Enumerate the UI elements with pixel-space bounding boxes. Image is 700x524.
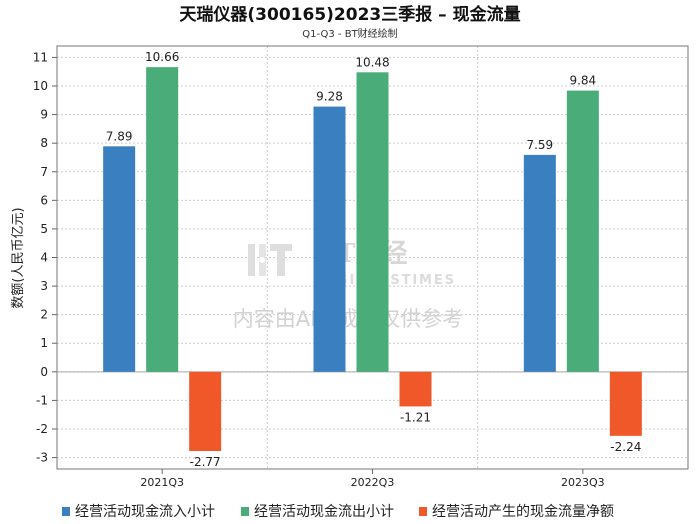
legend-swatch (241, 507, 249, 516)
y-axis-label: 数额(人民币亿元) (11, 207, 26, 308)
y-tick-label: 0 (40, 365, 48, 379)
bt-logo-icon (248, 244, 292, 276)
x-tick-label: 2023Q3 (561, 476, 605, 489)
data-label: -2.77 (190, 455, 221, 469)
y-tick-label: 4 (40, 251, 48, 265)
legend-label: 经营活动现金流入小计 (75, 504, 215, 520)
watermark-ai-notice: 内容由AI生成，仅供参考 (233, 307, 464, 331)
y-tick-label: -3 (36, 451, 48, 465)
y-tick-label: 7 (40, 165, 48, 179)
data-label: 7.59 (526, 138, 553, 152)
data-label: 9.28 (316, 90, 343, 104)
legend-label: 经营活动现金流出小计 (254, 504, 394, 520)
y-tick-label: 3 (40, 279, 48, 293)
bar (146, 67, 179, 372)
data-label: -1.21 (400, 410, 431, 424)
data-label: 10.66 (145, 50, 179, 64)
bar (523, 154, 556, 372)
bar (356, 72, 389, 372)
y-tick-label: 11 (33, 50, 48, 64)
legend-label: 经营活动产生的现金流量净额 (432, 504, 614, 520)
y-tick-label: 9 (40, 108, 48, 122)
data-label: 9.84 (569, 74, 596, 88)
y-tick-label: 6 (40, 193, 48, 207)
bar (609, 371, 642, 436)
y-tick-label: -1 (36, 393, 48, 407)
bar (566, 90, 599, 372)
bar (103, 146, 136, 372)
y-tick-label: -2 (36, 422, 48, 436)
x-tick-label: 2022Q3 (351, 476, 395, 489)
data-labels: 7.89 10.66 -2.77 9.28 10.48 -1.21 7.59 9.84 -2.2… (106, 50, 642, 469)
bar (313, 106, 346, 372)
y-tick-label: 8 (40, 136, 48, 150)
y-tick-label: 10 (33, 79, 48, 93)
y-tick-label: 5 (40, 222, 48, 236)
bar (189, 371, 222, 451)
y-tick-label: 1 (40, 336, 48, 350)
legend-swatch (419, 507, 427, 516)
y-tick-label: 2 (40, 308, 48, 322)
legend-swatch (62, 507, 70, 516)
bars (103, 67, 642, 451)
data-label: 10.48 (355, 55, 389, 69)
x-tick-label: 2021Q3 (140, 476, 184, 489)
chart-subtitle: Q1-Q3 - BT财经绘制 (302, 27, 397, 40)
legend: 经营活动现金流入小计 经营活动现金流出小计 经营活动产生的现金流量净额 (62, 504, 614, 520)
chart-title: 天瑞仪器(300165)2023三季报 – 现金流量 (179, 4, 520, 25)
data-label: -2.24 (610, 440, 641, 454)
bar (399, 371, 432, 407)
data-label: 7.89 (106, 129, 133, 143)
